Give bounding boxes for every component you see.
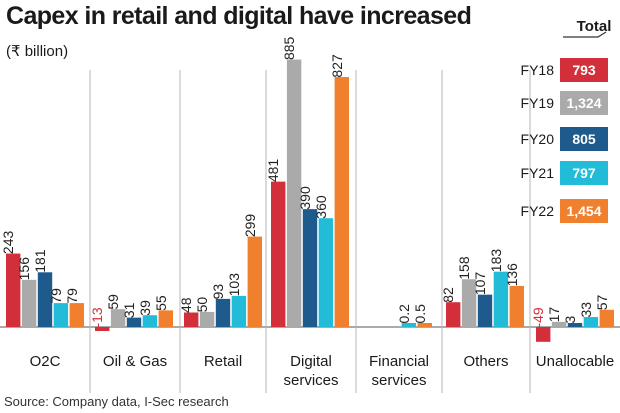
bar-fy20 <box>215 298 231 327</box>
unit-label: (₹ billion) <box>6 43 69 60</box>
bar-value-label: 481 <box>265 159 281 183</box>
bar-value-label: 59 <box>105 294 121 310</box>
category-label: O2C <box>30 353 61 370</box>
legend-fy21-swatch <box>560 161 608 185</box>
totals-title: Total <box>577 18 612 35</box>
bar-fy22 <box>599 309 614 327</box>
bar-value-label: 48 <box>178 297 194 313</box>
bar-value-label: 299 <box>242 214 258 238</box>
bar-value-label: 136 <box>504 263 520 287</box>
bar-fy19 <box>21 279 37 327</box>
bar-value-label: 3 <box>562 316 578 324</box>
legend-fy20-total: 805 <box>572 131 596 147</box>
legend-fy19-label: FY19 <box>521 95 555 111</box>
bar-fy18 <box>184 312 199 327</box>
bar-value-label: 827 <box>329 54 345 78</box>
bar-value-label: 243 <box>0 230 16 254</box>
bar-value-label: 57 <box>594 294 610 310</box>
bar-fy21 <box>231 295 247 327</box>
bar-value-label: 82 <box>440 287 456 303</box>
bar-fy22 <box>509 285 524 327</box>
legend-fy22-total: 1,454 <box>566 203 601 219</box>
chart-title: Capex in retail and digital have increas… <box>6 2 472 30</box>
bar-fy21 <box>493 271 509 327</box>
bar-value-label: 17 <box>546 307 562 323</box>
bar-fy22 <box>334 77 349 327</box>
legend-fy19-total: 1,324 <box>566 95 601 111</box>
bar-value-label: 0.2 <box>396 304 412 324</box>
legend-fy19-swatch <box>560 91 608 115</box>
legend-fy20-swatch <box>560 127 608 151</box>
bar-fy18 <box>536 327 551 342</box>
legend-fy18-swatch <box>560 58 608 82</box>
bar-value-label: 183 <box>488 249 504 273</box>
bar-fy20 <box>37 272 53 327</box>
bar-fy20 <box>126 317 142 327</box>
bar-value-label: 93 <box>210 284 226 300</box>
legend-fy18-total: 793 <box>572 62 596 78</box>
bar-value-label: 39 <box>137 300 153 316</box>
bar-value-label: 107 <box>472 272 488 296</box>
category-label: Retail <box>204 353 242 370</box>
bar-fy19 <box>199 311 215 327</box>
bar-fy18 <box>95 327 110 331</box>
bar-value-label: 50 <box>194 297 210 313</box>
bar-value-label: 55 <box>153 295 169 311</box>
bar-fy22 <box>69 303 84 327</box>
bar-value-label: -13 <box>89 307 105 327</box>
source-note: Source: Company data, I-Sec research <box>4 394 229 409</box>
category-label: Others <box>463 353 508 370</box>
bar-value-label: 79 <box>48 288 64 304</box>
bar-value-label: 33 <box>578 302 594 318</box>
bar-fy18 <box>446 302 461 327</box>
legend-fy21-total: 797 <box>572 165 596 181</box>
totals-underline <box>563 31 607 38</box>
bar-value-label: -49 <box>530 307 546 327</box>
category-label: Digital <box>290 353 332 370</box>
legend-fy20-label: FY20 <box>521 131 555 147</box>
category-label: Financial <box>369 353 429 370</box>
bar-value-label: 0.5 <box>412 304 428 324</box>
category-label: Unallocable <box>536 353 614 370</box>
bar-value-label: 158 <box>456 256 472 280</box>
bar-fy21 <box>318 218 334 327</box>
legend-fy18-label: FY18 <box>521 62 555 78</box>
bar-fy19 <box>110 309 126 327</box>
legend-fy22-swatch <box>560 199 608 223</box>
category-label: Oil & Gas <box>103 353 167 370</box>
bar-value-label: 181 <box>32 249 48 273</box>
bar-fy20 <box>477 294 493 327</box>
bar-fy18 <box>6 253 21 327</box>
bar-fy21 <box>53 303 69 327</box>
bar-fy21 <box>583 317 599 327</box>
bar-fy19 <box>286 59 302 328</box>
bar-value-label: 360 <box>313 195 329 219</box>
bar-fy19 <box>551 321 567 327</box>
bar-fy22 <box>247 236 262 327</box>
bar-fy21 <box>142 315 158 327</box>
legend-fy21-label: FY21 <box>521 165 555 181</box>
bar-fy20 <box>567 323 583 327</box>
bar-fy19 <box>461 279 477 327</box>
bar-fy18 <box>271 181 286 327</box>
bar-value-label: 156 <box>16 257 32 281</box>
bar-fy22 <box>158 310 173 327</box>
bar-value-label: 31 <box>121 302 137 318</box>
category-label: services <box>371 372 426 389</box>
bar-value-label: 79 <box>64 288 80 304</box>
bar-value-label: 390 <box>297 186 313 210</box>
bar-fy22 <box>417 323 432 327</box>
bar-value-label: 103 <box>226 273 242 297</box>
bar-fy21 <box>401 323 417 327</box>
bar-fy20 <box>302 209 318 327</box>
category-label: services <box>283 372 338 389</box>
bar-value-label: 885 <box>281 36 297 60</box>
legend-fy22-label: FY22 <box>521 203 555 219</box>
